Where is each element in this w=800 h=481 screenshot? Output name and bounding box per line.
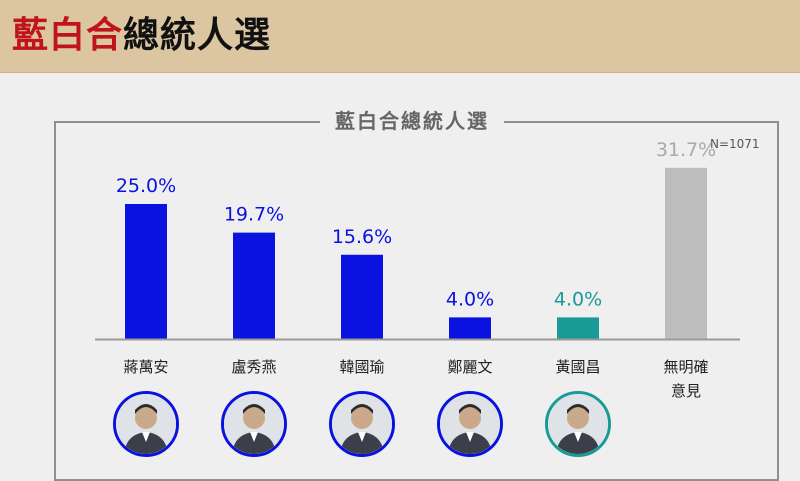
category-label-6: 無明確 意見 [663, 358, 709, 400]
portrait-icon [116, 394, 176, 454]
data-label-1: 25.0% [116, 175, 176, 197]
data-label-2: 19.7% [224, 204, 284, 226]
portrait-icon [548, 394, 608, 454]
candidate-avatar-3 [329, 391, 395, 457]
category-label-5: 黃國昌 [555, 358, 601, 376]
data-label-6: 31.7% [656, 139, 716, 161]
page-title-highlight: 藍白合 [12, 15, 124, 56]
chart-title: 藍白合總統人選 [320, 106, 504, 136]
candidate-avatar-1 [113, 391, 179, 457]
bar-4 [449, 317, 491, 339]
sample-size-label: N=1071 [710, 137, 760, 151]
category-label-1: 蔣萬安 [123, 358, 169, 376]
page-title: 藍白合總統人選 [12, 14, 271, 58]
portrait-icon [332, 394, 392, 454]
data-label-5: 4.0% [554, 288, 602, 310]
bar-1 [125, 204, 167, 339]
bar-3 [341, 254, 383, 339]
candidate-avatar-4 [437, 391, 503, 457]
category-label-4: 鄭麗文 [447, 358, 493, 376]
data-label-4: 4.0% [446, 288, 494, 310]
candidate-avatar-2 [221, 391, 287, 457]
category-label-3: 韓國瑜 [339, 358, 385, 376]
portrait-icon [440, 394, 500, 454]
page-title-rest: 總統人選 [123, 15, 272, 56]
data-label-3: 15.6% [332, 226, 392, 248]
bar-6 [665, 167, 707, 339]
category-label-2: 盧秀燕 [231, 358, 277, 376]
bar-5 [557, 317, 599, 339]
candidate-avatar-5 [545, 391, 611, 457]
bar-2 [233, 232, 275, 339]
header-bar: 藍白合總統人選 [0, 0, 800, 73]
portrait-icon [224, 394, 284, 454]
